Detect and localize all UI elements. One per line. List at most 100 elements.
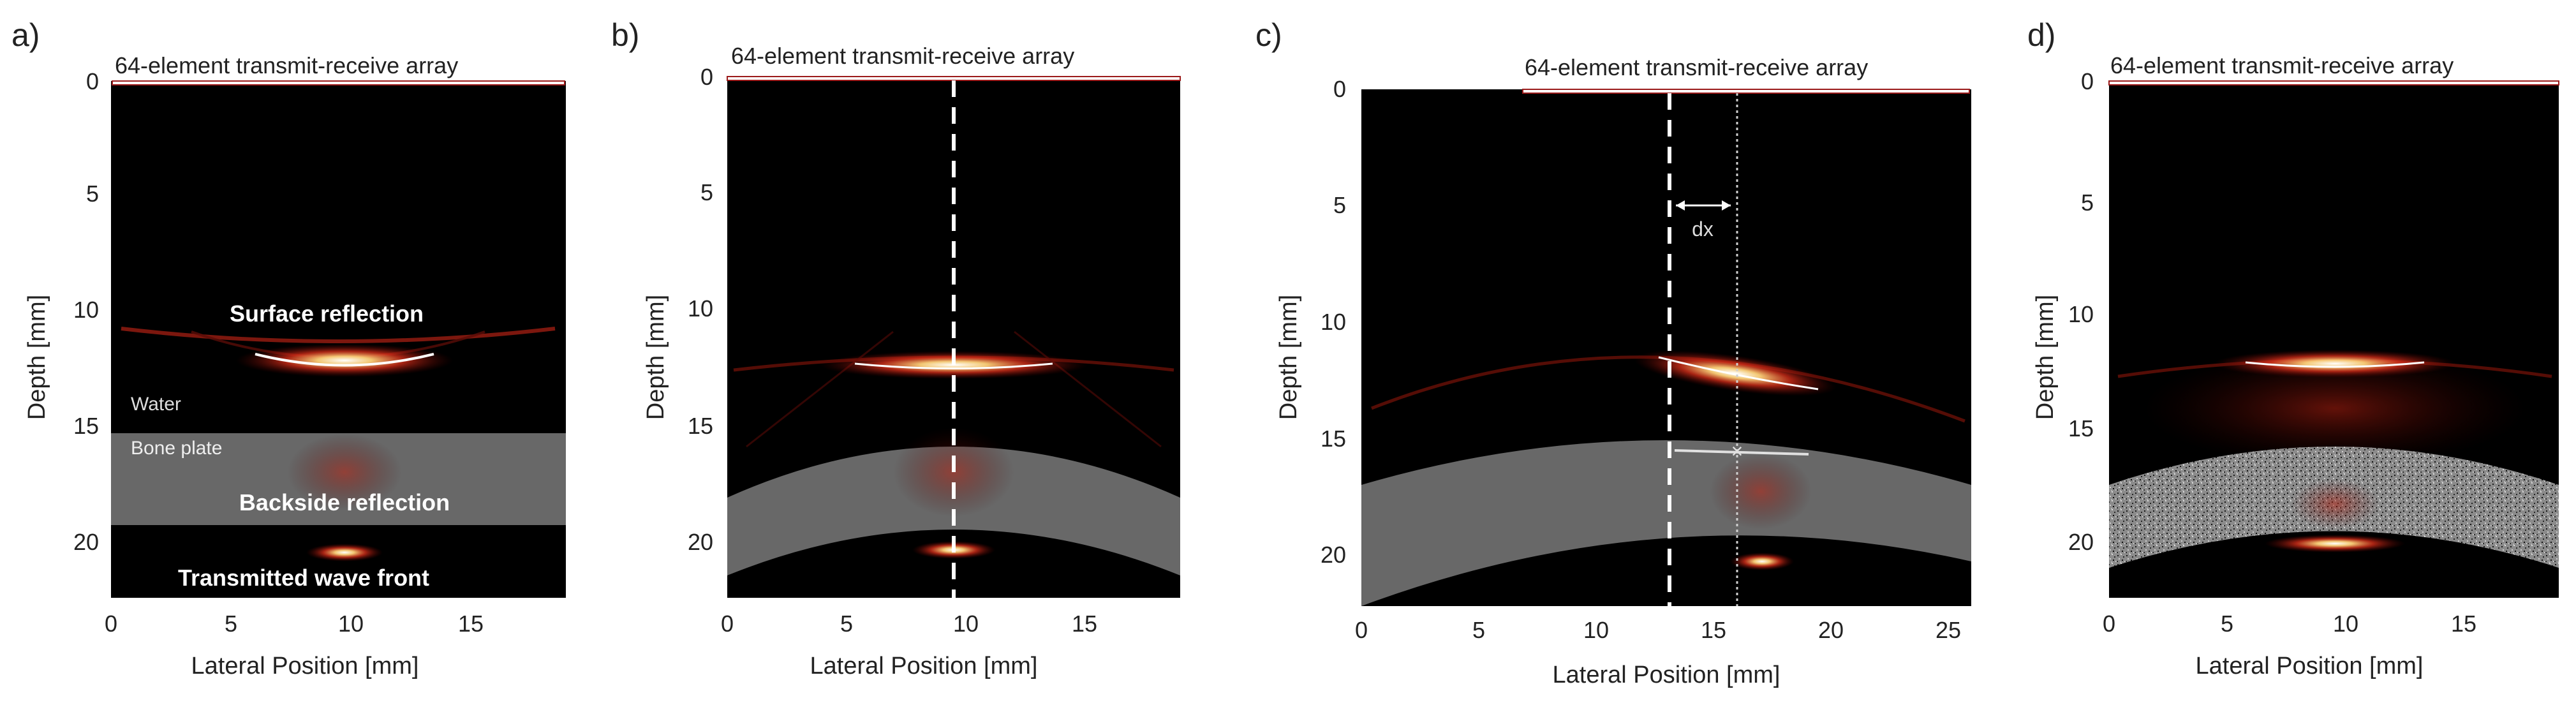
y-axis-label: Depth [mm]	[24, 295, 50, 420]
array-label: 64-element transmit-receive array	[115, 52, 458, 78]
array-label: 64-element transmit-receive array	[1525, 54, 1868, 80]
panel-d: d) 64-element transmit-receive array Dep…	[2027, 17, 2559, 679]
x-tick-label: 15	[2451, 611, 2476, 637]
backside-reflection	[287, 434, 402, 510]
x-tick-label: 0	[721, 611, 734, 637]
depth-marker-line	[1674, 449, 1809, 456]
surface-reflection-core	[2245, 361, 2425, 368]
x-tick-label: 15	[1072, 611, 1097, 637]
panel-label: a)	[11, 17, 40, 53]
transmitted-wave	[1730, 553, 1794, 570]
x-tick-label: 15	[1701, 617, 1726, 643]
surface-reflection	[2214, 350, 2456, 378]
panel-label: d)	[2027, 17, 2055, 53]
x-tick-label: 20	[1818, 617, 1844, 643]
surface-reflection-core	[854, 362, 1053, 369]
transmitted-wave	[306, 544, 383, 561]
x-tick-label: 5	[840, 611, 853, 637]
y-tick-label: 15	[73, 413, 99, 439]
array-bar	[2108, 80, 2559, 85]
y-tick-label: 10	[2068, 301, 2094, 327]
plot-area: Surface reflection Water Bone plate Back…	[111, 80, 566, 598]
transmitted-wave	[2265, 535, 2405, 553]
annotation-surface: Surface reflection	[230, 300, 424, 327]
y-tick-label: 0	[1333, 76, 1346, 102]
x-axis: 0 5 10 15 Lateral Position [mm]	[2103, 611, 2476, 679]
y-tick-label: 0	[2081, 68, 2094, 94]
x-axis-label: Lateral Position [mm]	[810, 653, 1038, 679]
scatter-haze	[2143, 351, 2526, 466]
y-tick-label: 15	[688, 413, 713, 439]
backside-reflection	[2290, 478, 2380, 530]
array-bar	[727, 76, 1181, 81]
annotation-transmitted: Transmitted wave front	[178, 565, 429, 591]
x-axis-label: Lateral Position [mm]	[191, 653, 419, 679]
panel-label: b)	[611, 17, 639, 53]
y-axis-label: Depth [mm]	[2032, 295, 2059, 420]
y-axis: Depth [mm] 0 5 10 15 20	[642, 64, 713, 555]
x-axis-label: Lateral Position [mm]	[2196, 653, 2424, 679]
array-bar	[112, 80, 565, 85]
annotation-water: Water	[131, 394, 181, 415]
panel-label: c)	[1255, 17, 1282, 53]
backside-reflection	[1710, 453, 1812, 530]
y-axis-label: Depth [mm]	[1275, 295, 1302, 420]
y-tick-label: 20	[688, 529, 713, 555]
y-axis: Depth [mm] 0 5 10 15 20	[2032, 68, 2094, 555]
x-tick-label: 5	[225, 611, 237, 637]
x-tick-label: 0	[105, 611, 117, 637]
y-tick-label: 15	[1321, 426, 1346, 452]
array-label: 64-element transmit-receive array	[731, 43, 1074, 69]
y-axis: Depth [mm] 0 5 10 15 20	[1275, 76, 1346, 568]
y-tick-label: 20	[1321, 542, 1346, 568]
y-tick-label: 15	[2068, 415, 2094, 441]
x-tick-label: 10	[2333, 611, 2358, 637]
x-tick-label: 10	[1583, 617, 1609, 643]
x-tick-label: 15	[458, 611, 484, 637]
plot-area	[2108, 80, 2559, 598]
arrow-left-icon	[1676, 200, 1685, 211]
plot-area	[727, 76, 1181, 598]
y-tick-label: 0	[700, 64, 713, 90]
arrow-right-icon	[1722, 200, 1731, 211]
x-tick-label: 5	[2221, 611, 2233, 637]
y-tick-label: 5	[700, 179, 713, 205]
y-tick-label: 5	[2081, 189, 2094, 216]
x-tick-label: 0	[1355, 617, 1368, 643]
surface-reflection	[236, 344, 453, 377]
x-tick-label: 5	[1472, 617, 1485, 643]
x-tick-label: 25	[1936, 617, 1961, 643]
surface-reflection-core	[255, 353, 434, 367]
annotation-bone: Bone plate	[131, 438, 222, 459]
array-bar	[1522, 89, 1970, 94]
panel-c: c) 64-element transmit-receive array ×	[1255, 17, 1971, 688]
bone-plate	[1361, 440, 1971, 606]
y-tick-label: 10	[1321, 309, 1346, 335]
annotation-backside: Backside reflection	[239, 489, 450, 515]
y-axis-label: Depth [mm]	[642, 295, 669, 420]
cross-marker-icon: ×	[1731, 440, 1743, 463]
x-tick-label: 0	[2103, 611, 2115, 637]
y-tick-label: 20	[73, 529, 99, 555]
y-tick-label: 5	[1333, 192, 1346, 218]
y-tick-label: 20	[2068, 529, 2094, 555]
x-axis: 0 5 10 15 Lateral Position [mm]	[721, 611, 1097, 679]
y-axis: Depth [mm] 0 5 10 15 20	[24, 68, 99, 555]
panel-a: a) 64-element transmit-receive array Sur…	[11, 17, 566, 679]
x-tick-label: 10	[338, 611, 364, 637]
array-label: 64-element transmit-receive array	[2110, 52, 2454, 78]
x-axis: 0 5 10 15 20 25 Lateral Position [mm]	[1355, 617, 1961, 688]
y-tick-label: 10	[73, 297, 99, 323]
x-axis-label: Lateral Position [mm]	[1553, 662, 1780, 688]
x-axis: 0 5 10 15 Lateral Position [mm]	[105, 611, 484, 679]
x-tick-label: 10	[953, 611, 979, 637]
plot-area: × dx	[1361, 89, 1971, 606]
reflection-wing	[121, 327, 556, 343]
reflection-wing	[746, 330, 1162, 448]
panel-b: b) 64-element transmit-receive array Dep…	[611, 17, 1181, 679]
y-tick-label: 0	[86, 68, 99, 94]
y-tick-label: 5	[86, 181, 99, 207]
y-tick-label: 10	[688, 295, 713, 322]
dx-label: dx	[1692, 218, 1714, 241]
